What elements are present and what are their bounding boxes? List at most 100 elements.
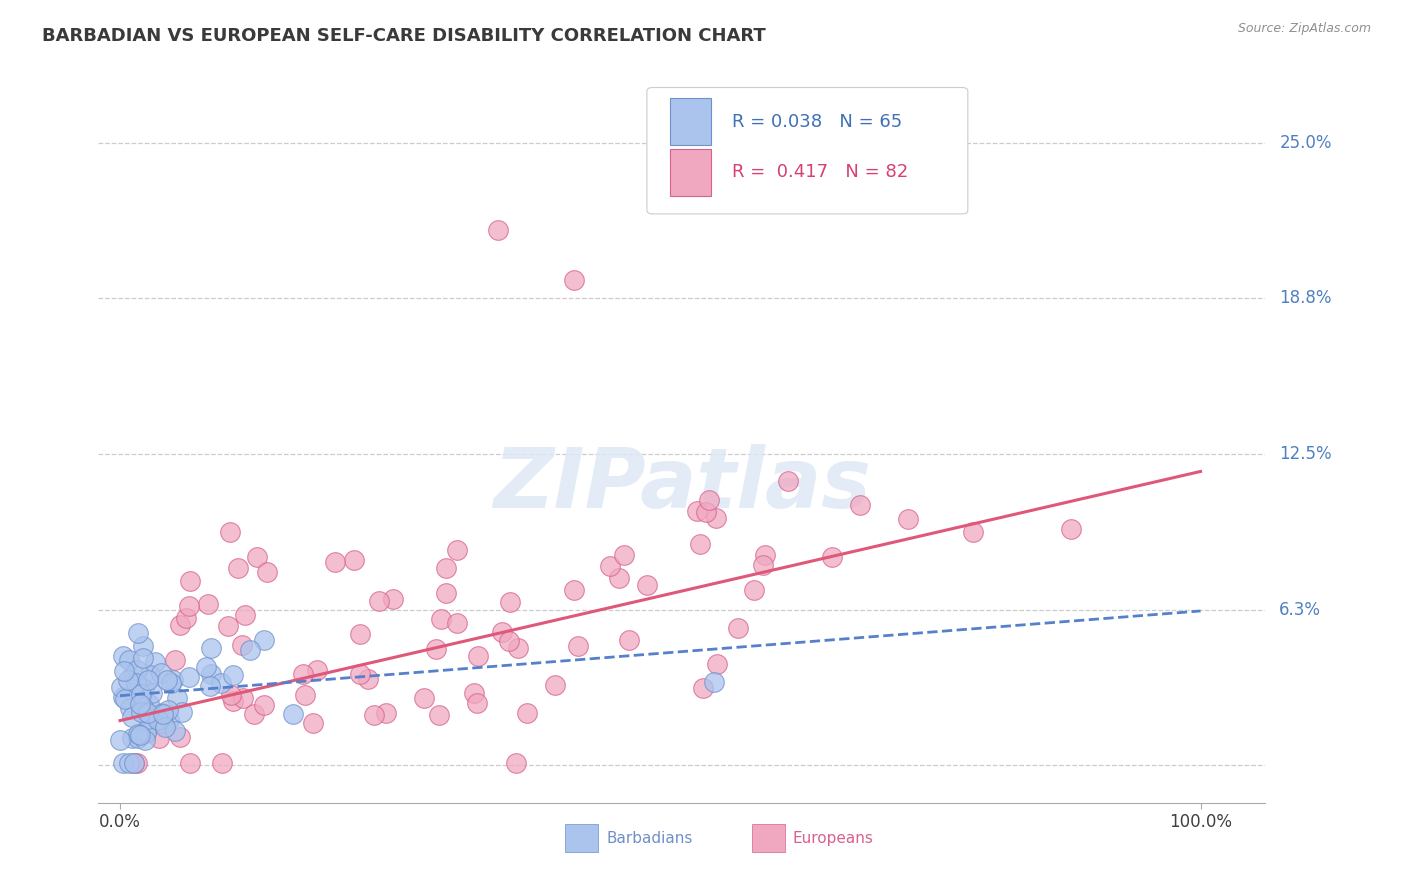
Point bbox=[686, 504, 709, 518]
Text: R =  0.417   N = 82: R = 0.417 N = 82 bbox=[733, 163, 908, 181]
Point bbox=[169, 617, 191, 632]
Point bbox=[131, 701, 153, 715]
Point bbox=[516, 706, 538, 721]
Point bbox=[138, 697, 160, 711]
Point bbox=[200, 641, 222, 656]
Point bbox=[567, 639, 589, 653]
Point bbox=[179, 756, 201, 770]
Point bbox=[177, 599, 200, 613]
Point bbox=[127, 626, 149, 640]
Point bbox=[226, 561, 249, 575]
Point bbox=[243, 707, 266, 722]
Point bbox=[217, 619, 239, 633]
Point bbox=[430, 612, 453, 626]
Point bbox=[135, 725, 157, 739]
Point bbox=[849, 498, 872, 512]
Text: ZIPatlas: ZIPatlas bbox=[494, 444, 870, 525]
Point bbox=[412, 691, 434, 706]
Point bbox=[135, 726, 157, 740]
Point bbox=[195, 659, 218, 673]
Point bbox=[446, 615, 468, 630]
Point bbox=[754, 548, 776, 562]
Point bbox=[697, 492, 720, 507]
Point bbox=[343, 553, 366, 567]
Point bbox=[636, 578, 658, 592]
Point bbox=[156, 673, 179, 687]
Point bbox=[112, 648, 135, 663]
Point bbox=[141, 686, 163, 700]
Point bbox=[125, 756, 148, 770]
Point bbox=[233, 608, 256, 623]
Point bbox=[129, 728, 152, 742]
Point bbox=[139, 668, 162, 682]
Bar bbox=[565, 824, 598, 852]
Point bbox=[125, 676, 148, 690]
Point bbox=[157, 703, 180, 717]
Point bbox=[132, 681, 155, 696]
Point bbox=[253, 698, 276, 712]
Point bbox=[307, 663, 329, 677]
Text: Source: ZipAtlas.com: Source: ZipAtlas.com bbox=[1237, 22, 1371, 36]
Point bbox=[170, 705, 193, 719]
Point bbox=[132, 651, 155, 665]
Point bbox=[778, 474, 800, 488]
Text: Europeans: Europeans bbox=[793, 830, 873, 846]
Point bbox=[127, 731, 149, 746]
Point bbox=[752, 558, 775, 572]
Point bbox=[231, 639, 253, 653]
Text: R = 0.038   N = 65: R = 0.038 N = 65 bbox=[733, 112, 903, 131]
Point bbox=[294, 688, 316, 702]
Point bbox=[368, 594, 391, 608]
Point bbox=[148, 731, 170, 746]
Point bbox=[491, 625, 513, 640]
Point bbox=[219, 688, 242, 702]
Point bbox=[112, 664, 135, 678]
Point bbox=[544, 678, 567, 692]
Point bbox=[434, 586, 457, 600]
Point bbox=[166, 691, 188, 706]
Point bbox=[219, 524, 242, 539]
Point bbox=[221, 693, 243, 707]
Point bbox=[160, 675, 183, 690]
Point bbox=[136, 673, 159, 687]
Point bbox=[425, 641, 447, 656]
Point bbox=[374, 706, 396, 720]
Point bbox=[253, 632, 276, 647]
Point bbox=[146, 714, 169, 728]
Point bbox=[200, 667, 222, 681]
Point bbox=[129, 687, 152, 701]
Point bbox=[429, 707, 451, 722]
Point bbox=[163, 652, 186, 666]
Point bbox=[209, 676, 232, 690]
Point bbox=[153, 720, 176, 734]
Point bbox=[689, 537, 711, 551]
Point bbox=[382, 591, 405, 606]
Point bbox=[434, 561, 457, 575]
Point bbox=[118, 756, 141, 770]
Point bbox=[703, 674, 725, 689]
Point bbox=[197, 597, 219, 611]
Point bbox=[302, 716, 325, 731]
Point bbox=[706, 657, 728, 671]
Point bbox=[232, 691, 254, 706]
Point bbox=[136, 706, 159, 720]
Point bbox=[132, 639, 155, 653]
Point bbox=[727, 621, 749, 635]
Bar bbox=[671, 149, 711, 196]
Point bbox=[508, 640, 530, 655]
Point bbox=[498, 595, 520, 609]
Point bbox=[323, 555, 346, 569]
Point bbox=[134, 733, 156, 747]
Text: 18.8%: 18.8% bbox=[1279, 289, 1331, 307]
Point bbox=[349, 627, 371, 641]
Point bbox=[132, 699, 155, 714]
Point bbox=[162, 673, 184, 688]
Point bbox=[118, 700, 141, 714]
Point bbox=[239, 643, 262, 657]
Point bbox=[562, 272, 585, 286]
Point bbox=[135, 705, 157, 719]
Point bbox=[121, 710, 143, 724]
Point bbox=[446, 542, 468, 557]
Text: 25.0%: 25.0% bbox=[1279, 134, 1331, 152]
Point bbox=[111, 690, 134, 704]
